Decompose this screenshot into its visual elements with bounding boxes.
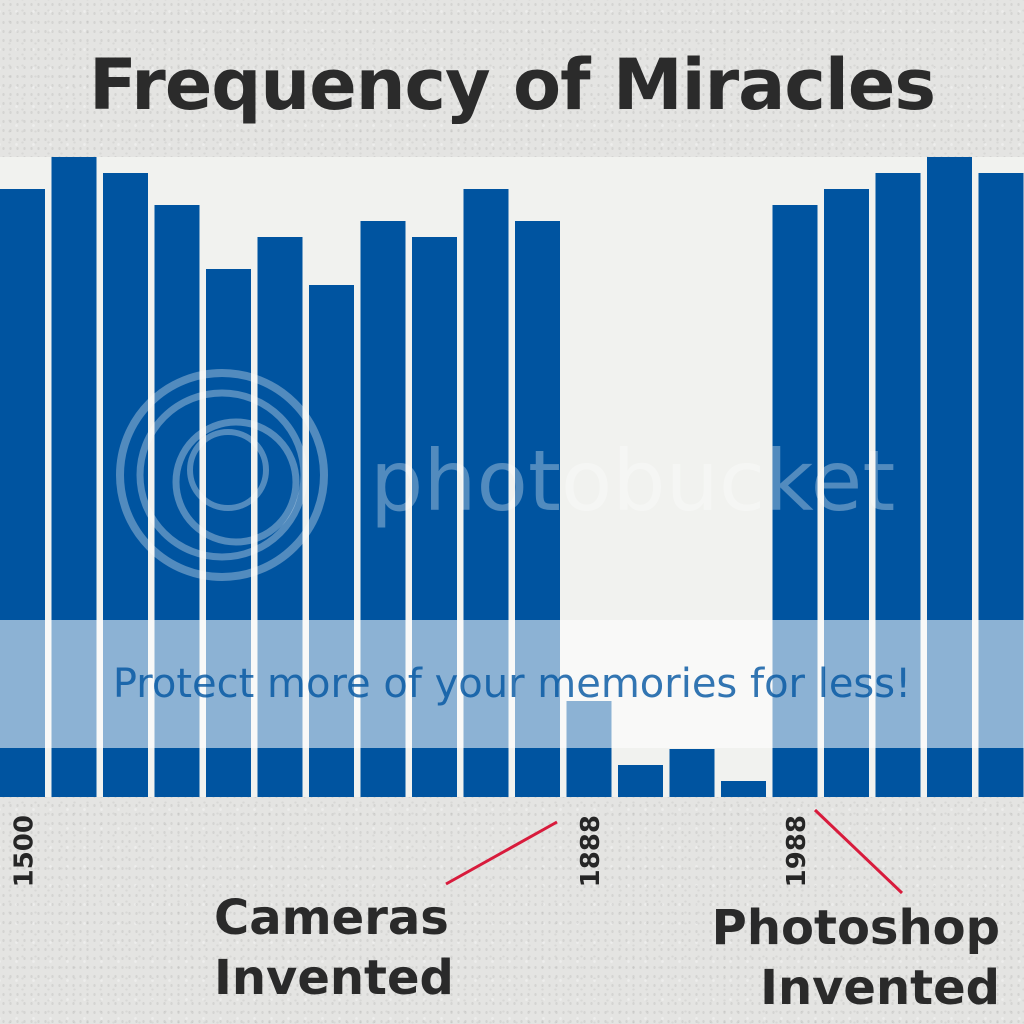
x-tick-label: 1988	[782, 815, 812, 887]
watermark-brand: photobucket	[370, 432, 895, 530]
annotation-photoshop-invented: Photoshop Invented	[712, 898, 1000, 1018]
x-tick-label: 1500	[10, 815, 40, 887]
annotation-cameras-invented: Cameras Invented	[214, 888, 454, 1008]
annotation-line: Cameras	[214, 890, 449, 946]
bar	[618, 765, 663, 797]
photobucket-logo-icon	[116, 369, 328, 581]
annotation-pointer-line	[445, 820, 558, 886]
bar	[721, 781, 766, 797]
annotation-line: Photoshop	[711, 900, 1000, 956]
bar	[669, 749, 715, 797]
photobucket-watermark: photobucket Protect more of your memorie…	[0, 369, 1024, 748]
x-tick-labels: 1500 1888 1988	[10, 815, 813, 887]
annotation-pointer-line	[813, 808, 904, 895]
watermark-banner-text: Protect more of your memories for less!	[113, 661, 911, 707]
annotation-line: Invented	[214, 950, 454, 1006]
annotation-lines	[445, 808, 904, 895]
x-tick-label: 1888	[576, 815, 606, 887]
watermark-banner	[0, 620, 1024, 748]
chart-title: Frequency of Miracles	[88, 44, 936, 126]
annotation-line: Invented	[760, 960, 1000, 1016]
